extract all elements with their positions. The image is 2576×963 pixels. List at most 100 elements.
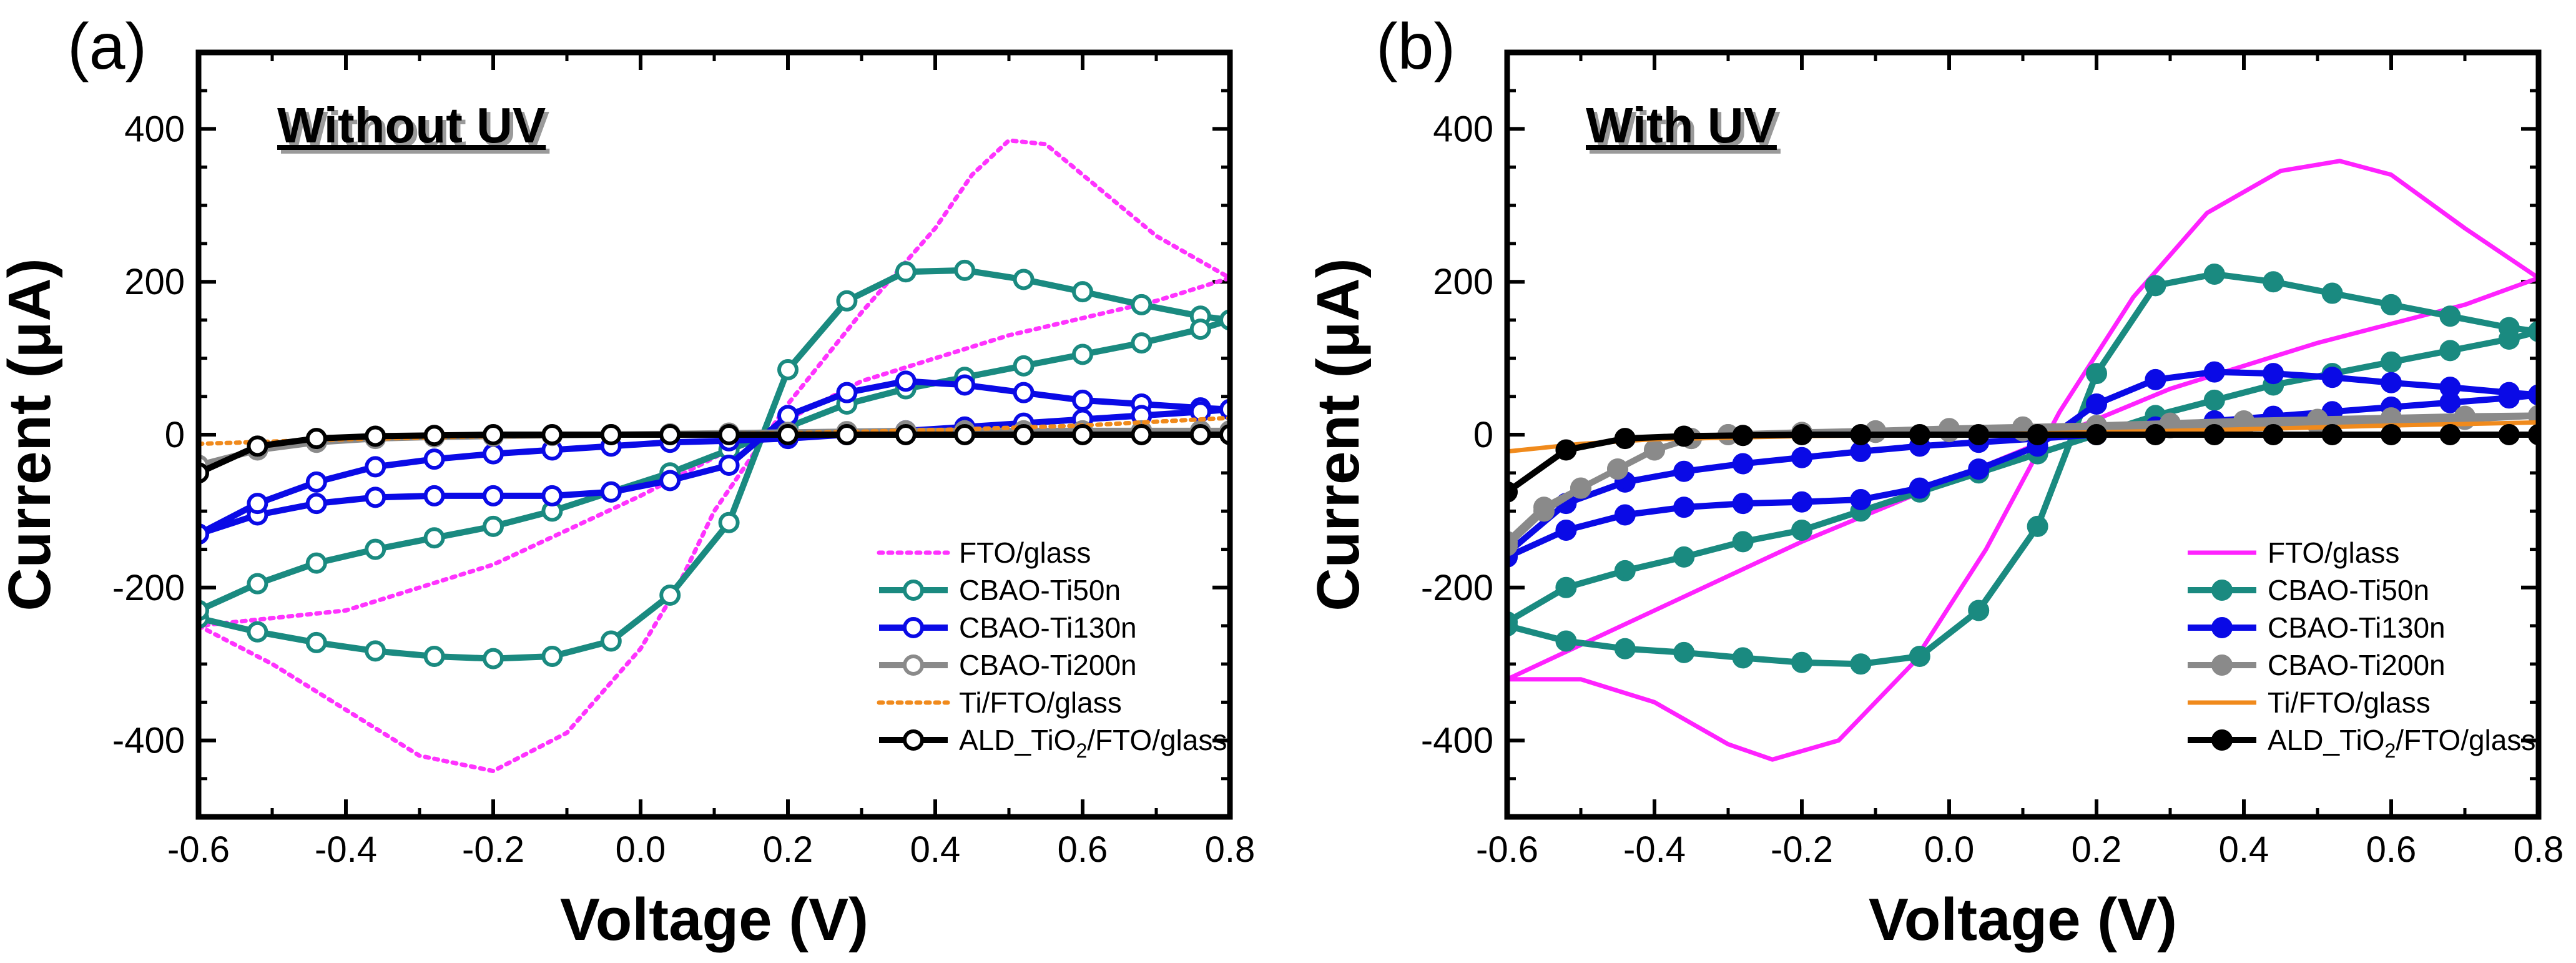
data-point-ald-tio2-fto-glass xyxy=(483,424,504,445)
legend-marker-cbao-ti50n xyxy=(2211,580,2233,601)
data-point-cbao-ti130n xyxy=(483,485,504,506)
data-point-cbao-ti50n xyxy=(423,527,445,549)
panel-label: (b) xyxy=(1376,11,1455,83)
data-point-cbao-ti130n xyxy=(2381,372,2402,393)
data-point-cbao-ti130n xyxy=(541,485,563,506)
data-point-ald-tio2-fto-glass xyxy=(1791,424,1812,445)
legend-marker-cbao-ti200n xyxy=(903,654,924,676)
data-point-cbao-ti50n xyxy=(1555,630,1577,652)
data-point-cbao-ti130n xyxy=(954,374,976,396)
data-point-cbao-ti50n xyxy=(1013,269,1035,290)
legend-marker-cbao-ti200n xyxy=(2211,654,2233,676)
series-group xyxy=(1507,159,2539,762)
data-point-cbao-ti200n xyxy=(1533,500,1555,522)
data-point-cbao-ti50n xyxy=(1673,546,1695,568)
data-point-ald-tio2-fto-glass xyxy=(541,424,563,445)
data-point-ald-tio2-fto-glass xyxy=(718,424,740,445)
x-tick-label: -0.6 xyxy=(1476,829,1538,870)
data-point-cbao-ti130n xyxy=(2145,368,2166,390)
panel-b: -0.6 -0.4 -0.2 0.0 0.2 0.4 0.6 0.8 -400 -200 0 200 4… xyxy=(1305,11,2564,953)
data-point-ald-tio2-fto-glass xyxy=(1614,428,1636,450)
data-point-cbao-ti130n xyxy=(1673,460,1695,482)
plot-frame xyxy=(195,49,1233,820)
data-point-cbao-ti50n xyxy=(2439,305,2461,327)
x-tick-label: 0.0 xyxy=(616,829,666,870)
data-point-ald-tio2-fto-glass xyxy=(2321,424,2343,445)
data-point-cbao-ti50n xyxy=(1791,520,1812,541)
data-point-cbao-ti50n xyxy=(1614,638,1636,659)
data-point-cbao-ti130n xyxy=(1791,491,1812,513)
legend-marker-cbao-ti50n xyxy=(903,580,924,601)
data-point-cbao-ti130n xyxy=(1555,520,1577,541)
data-point-ald-tio2-fto-glass xyxy=(2381,424,2402,445)
data-point-cbao-ti50n xyxy=(483,515,504,537)
data-point-ald-tio2-fto-glass xyxy=(659,424,681,445)
data-point-cbao-ti50n xyxy=(365,538,386,560)
data-point-ald-tio2-fto-glass xyxy=(777,424,799,445)
data-point-cbao-ti50n xyxy=(2086,363,2107,385)
data-point-cbao-ti50n xyxy=(1189,319,1211,340)
data-point-cbao-ti50n xyxy=(2203,389,2225,411)
data-point-cbao-ti130n xyxy=(1732,493,1754,515)
data-point-cbao-ti50n xyxy=(718,511,740,533)
y-tick-label: 400 xyxy=(124,109,185,149)
data-point-cbao-ti50n xyxy=(2498,328,2520,350)
y-tick-label: 400 xyxy=(1433,109,1493,149)
data-point-ald-tio2-fto-glass xyxy=(1673,425,1695,447)
data-point-ald-tio2-fto-glass xyxy=(895,424,917,445)
legend-label-ald-tio2-fto-glass: ALD_TiO2/FTO/glass xyxy=(2268,724,2535,762)
data-point-ald-tio2-fto-glass xyxy=(1189,424,1211,445)
data-point-cbao-ti50n xyxy=(541,645,563,667)
data-point-cbao-ti50n xyxy=(2321,282,2343,304)
data-point-ald-tio2-fto-glass xyxy=(2263,424,2284,445)
legend-marker-cbao-ti130n xyxy=(903,617,924,638)
data-point-cbao-ti50n xyxy=(1968,600,1990,621)
data-point-ald-tio2-fto-glass xyxy=(2203,424,2225,445)
y-tick-label: 0 xyxy=(1473,415,1493,455)
data-point-cbao-ti50n xyxy=(1791,651,1812,673)
data-point-cbao-ti50n xyxy=(305,631,327,653)
data-point-cbao-ti50n xyxy=(2263,271,2284,293)
panel-label: (a) xyxy=(67,11,147,83)
data-point-cbao-ti50n xyxy=(1850,653,1872,675)
data-point-cbao-ti130n xyxy=(247,493,268,515)
y-tick-label: 0 xyxy=(165,415,185,455)
data-point-cbao-ti130n xyxy=(1850,489,1872,511)
x-axis-title: Voltage (V) xyxy=(1869,886,2177,953)
data-point-cbao-ti50n xyxy=(777,358,799,380)
x-tick-label: 0.8 xyxy=(2514,829,2564,870)
data-point-cbao-ti130n xyxy=(365,486,386,508)
data-point-cbao-ti50n xyxy=(483,648,504,669)
data-point-cbao-ti130n xyxy=(836,382,858,403)
annotation-shadow: With UV xyxy=(1590,101,1781,157)
data-point-cbao-ti50n xyxy=(1072,343,1093,365)
data-point-cbao-ti50n xyxy=(423,645,445,667)
data-point-ald-tio2-fto-glass xyxy=(365,425,386,447)
data-point-cbao-ti50n xyxy=(1909,645,1930,667)
data-point-cbao-ti50n xyxy=(305,552,327,574)
data-point-ald-tio2-fto-glass xyxy=(1909,424,1930,445)
data-point-cbao-ti50n xyxy=(659,585,681,606)
x-tick-label: 0.2 xyxy=(2072,829,2122,870)
data-point-cbao-ti50n xyxy=(1131,294,1153,315)
data-point-cbao-ti50n xyxy=(836,290,858,312)
data-point-cbao-ti50n xyxy=(2027,515,2048,537)
x-tick-label: 0.6 xyxy=(2366,829,2417,870)
x-tick-label: -0.2 xyxy=(1771,829,1833,870)
x-tick-label: 0.6 xyxy=(1058,829,1108,870)
legend-label-cbao-ti130n: CBAO-Ti130n xyxy=(2268,611,2446,644)
data-point-ald-tio2-fto-glass xyxy=(1968,424,1990,445)
y-tick-label: 200 xyxy=(1433,262,1493,302)
data-point-cbao-ti50n xyxy=(1131,332,1153,354)
x-tick-label: -0.4 xyxy=(1623,829,1686,870)
plot-frame xyxy=(1504,49,2542,820)
data-point-ald-tio2-fto-glass xyxy=(1072,424,1093,445)
y-tick-label: 200 xyxy=(124,262,185,302)
data-point-cbao-ti50n xyxy=(2439,340,2461,362)
data-point-cbao-ti50n xyxy=(895,261,917,283)
data-point-cbao-ti130n xyxy=(600,481,622,503)
data-point-cbao-ti50n xyxy=(954,259,976,281)
panel-a: -0.6 -0.4 -0.2 0.0 0.2 0.4 0.6 0.8 -400 -200 0 200 4… xyxy=(0,11,1255,953)
data-point-cbao-ti130n xyxy=(1673,496,1695,518)
series-group xyxy=(199,138,1230,774)
